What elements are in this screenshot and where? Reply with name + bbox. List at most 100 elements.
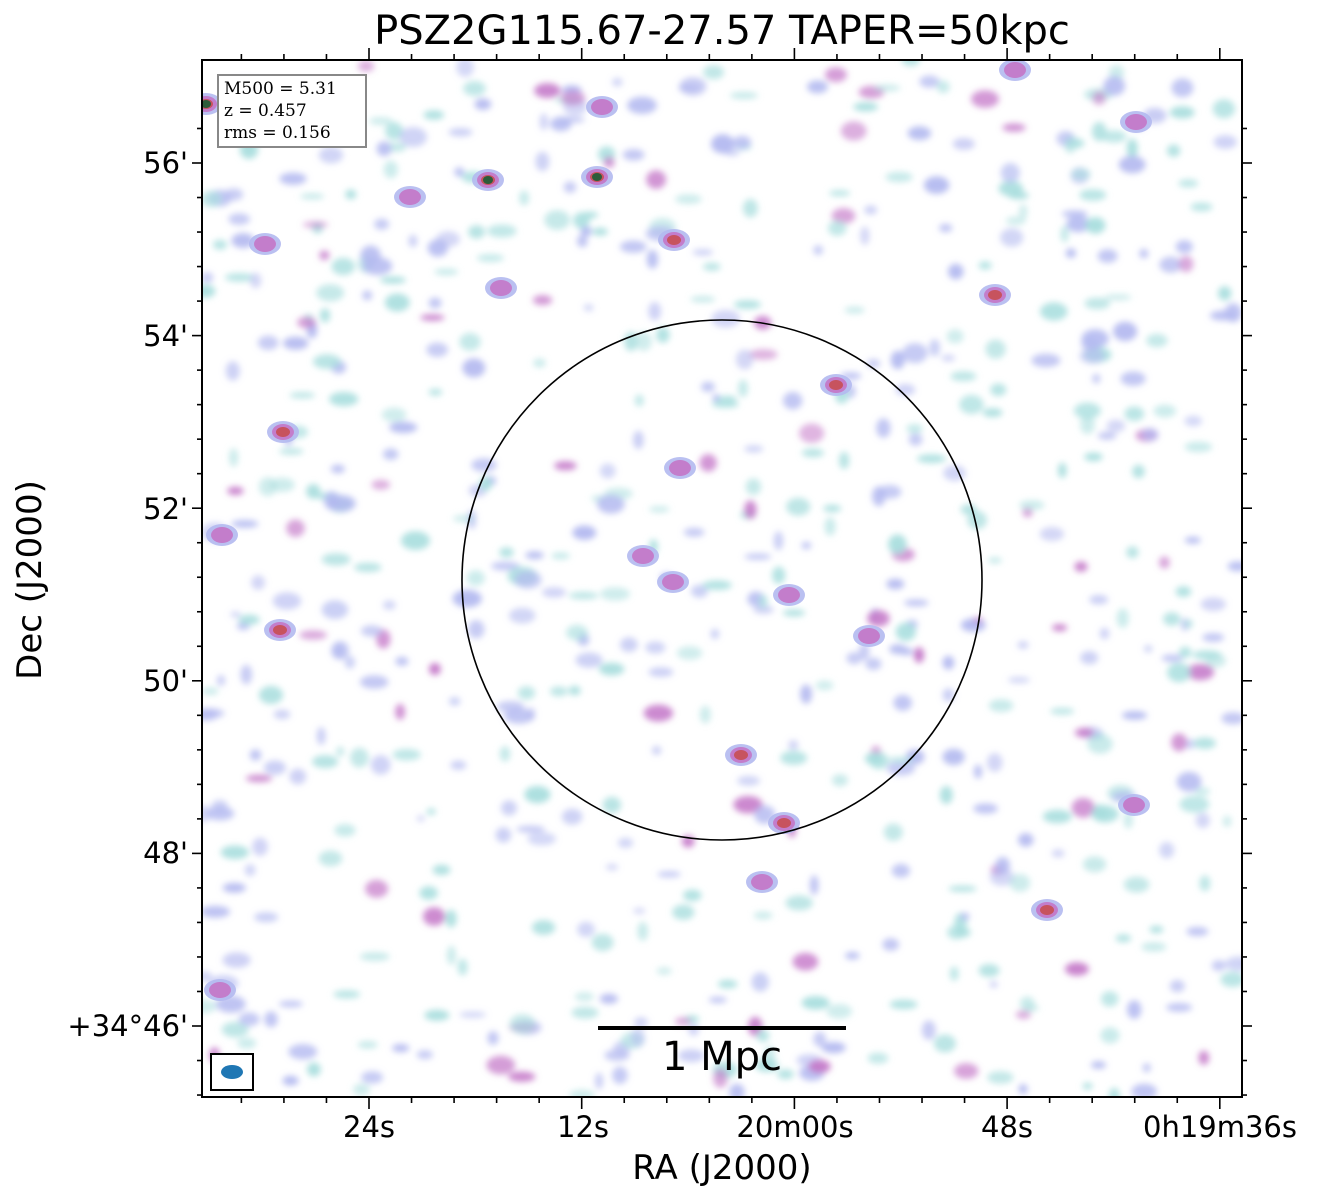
noise-blob (853, 102, 879, 112)
noise-blob (637, 921, 648, 941)
noise-blob (509, 1014, 536, 1034)
noise-blob (459, 1011, 487, 1018)
noise-blob (230, 611, 241, 618)
noise-blob (1040, 302, 1068, 321)
noise-blob (648, 667, 674, 677)
source-contour (778, 587, 800, 603)
noise-blob (392, 1044, 410, 1053)
noise-blob (312, 354, 342, 369)
noise-blob (1141, 942, 1167, 952)
noise-blob (948, 263, 964, 280)
noise-blob (471, 458, 497, 472)
noise-blob (678, 1049, 705, 1063)
noise-blob (683, 889, 702, 902)
noise-blob (867, 610, 890, 627)
noise-blob (952, 137, 975, 150)
noise-blob (808, 1059, 831, 1074)
noise-blob (1171, 78, 1194, 98)
noise-blob (744, 553, 772, 560)
noise-blob (656, 326, 670, 343)
source-contour (669, 460, 691, 476)
noise-blob (1175, 240, 1193, 254)
noise-blob (941, 354, 956, 362)
noise-blob (604, 1049, 630, 1062)
noise-blob (321, 553, 351, 566)
noise-blob (252, 837, 268, 856)
y-tick-label: 50' (143, 664, 188, 698)
noise-blob (416, 1050, 433, 1060)
noise-blob (1000, 163, 1020, 183)
radio-source (202, 93, 222, 115)
radio-source (999, 60, 1031, 81)
noise-blob (971, 90, 999, 108)
noise-blob (622, 149, 645, 161)
radio-source (820, 374, 852, 396)
noise-blob (1097, 431, 1117, 440)
noise-blob (846, 652, 862, 665)
x-tick-label: 48s (980, 1110, 1034, 1144)
noise-blob (1163, 612, 1181, 626)
noise-blob (257, 335, 279, 350)
noise-blob (729, 92, 759, 99)
noise-blob (1190, 202, 1213, 212)
noise-blob (633, 430, 644, 450)
noise-blob (300, 193, 325, 200)
noise-blob (1126, 546, 1139, 559)
radio-source (1031, 899, 1063, 921)
noise-blob (1120, 371, 1146, 386)
noise-blob (534, 83, 561, 99)
noise-blob (729, 1083, 745, 1097)
noise-blob (942, 748, 965, 766)
noise-blob (572, 525, 597, 540)
noise-blob (326, 495, 356, 512)
noise-blob (936, 80, 950, 94)
noise-blob (525, 551, 544, 560)
noise-blob (1161, 654, 1184, 662)
noise-blob (1144, 645, 1153, 653)
noise-blob (718, 395, 737, 403)
noise-blob (738, 379, 748, 398)
noise-blob (381, 407, 407, 422)
source-contour (777, 818, 791, 828)
noise-blob (1082, 856, 1107, 873)
noise-blob (344, 655, 355, 669)
noise-blob (831, 774, 849, 787)
noise-blob (1176, 771, 1202, 792)
noise-blob (575, 652, 603, 668)
noise-blob (595, 1072, 604, 1090)
noise-blob (229, 448, 239, 467)
noise-blob (1039, 526, 1065, 542)
noise-blob (916, 454, 947, 464)
source-contour (1123, 797, 1145, 813)
noise-blob (1159, 842, 1175, 859)
source-contour (1040, 905, 1054, 915)
noise-blob (630, 1028, 645, 1048)
noise-blob (1092, 373, 1101, 384)
noise-blob (1066, 215, 1091, 233)
noise-blob (436, 231, 460, 247)
noise-blob (1103, 76, 1126, 96)
y-tick-label: 52' (143, 492, 188, 526)
source-contour (483, 176, 493, 184)
noise-blob (624, 331, 638, 352)
noise-blob (959, 394, 984, 415)
noise-blob (602, 796, 622, 814)
noise-blob (527, 707, 536, 721)
noise-blob (408, 234, 418, 248)
noise-blob (306, 484, 321, 499)
noise-blob (376, 141, 392, 157)
noise-blob (960, 912, 970, 921)
noise-blob (286, 519, 305, 537)
y-tick-label: +34°46' (67, 1009, 188, 1043)
noise-blob (329, 392, 359, 407)
noise-blob (491, 561, 520, 571)
noise-blob (990, 383, 1007, 397)
noise-blob (362, 290, 373, 301)
noise-blob (254, 912, 279, 923)
source-contour (667, 235, 681, 245)
noise-blob (1167, 662, 1191, 683)
noise-blob (824, 67, 847, 83)
noise-blob (1108, 1087, 1120, 1097)
noise-blob (392, 748, 421, 761)
